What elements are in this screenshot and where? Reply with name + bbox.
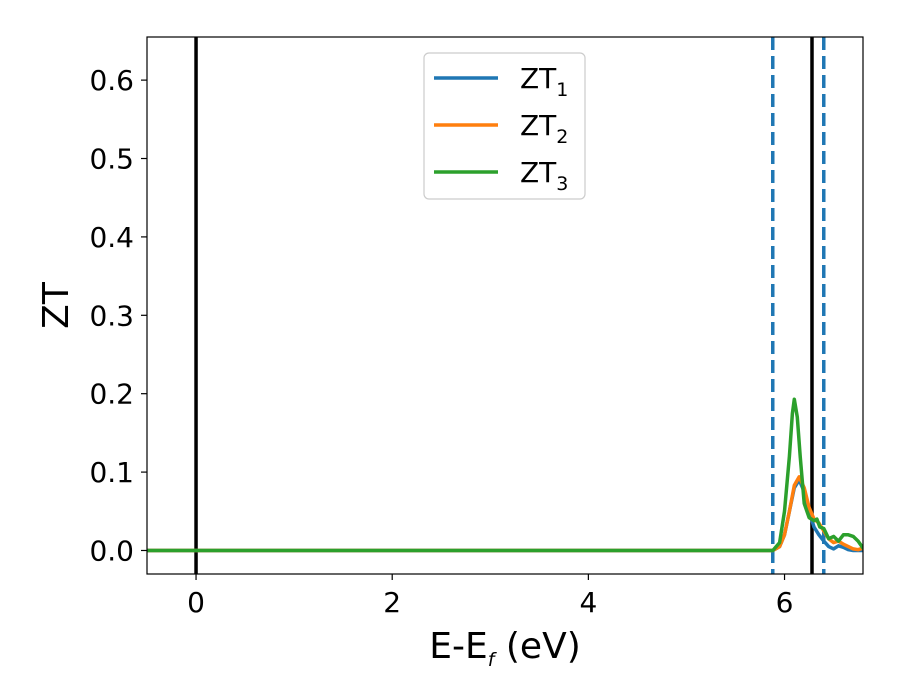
plot-frame <box>146 36 864 575</box>
y-tick-label: 0.5 <box>89 143 134 176</box>
x-tick-label: 4 <box>579 586 597 619</box>
y-tick-label: 0.4 <box>89 221 134 254</box>
y-axis: 0.0 0.1 0.2 0.3 0.4 0.5 0.6 <box>89 64 147 567</box>
reference-lines <box>194 37 826 574</box>
x-axis: 0 2 4 6 <box>187 574 793 619</box>
legend-label-2: ZT2 <box>520 109 568 148</box>
y-tick-label: 0.1 <box>89 456 134 489</box>
y-tick-label: 0.2 <box>89 378 134 411</box>
series-lines <box>147 397 863 553</box>
legend-label-3: ZT3 <box>520 156 568 195</box>
series-line-3 <box>147 397 863 553</box>
legend-box <box>423 52 586 200</box>
x-tick-label: 0 <box>187 586 205 619</box>
x-tick-label: 6 <box>776 586 794 619</box>
legend-label-1: ZT1 <box>520 62 568 101</box>
legend: ZT1 ZT2 ZT3 <box>423 52 586 200</box>
x-tick-label: 2 <box>383 586 401 619</box>
series-line-1 <box>147 478 863 553</box>
y-axis-label: ZT <box>36 281 77 329</box>
y-tick-label: 0.6 <box>89 64 134 97</box>
series-line-2 <box>147 475 863 553</box>
y-tick-label: 0.3 <box>89 299 134 332</box>
x-axis-label: E-Ef (eV) <box>429 626 581 671</box>
y-tick-label: 0.0 <box>89 534 134 567</box>
